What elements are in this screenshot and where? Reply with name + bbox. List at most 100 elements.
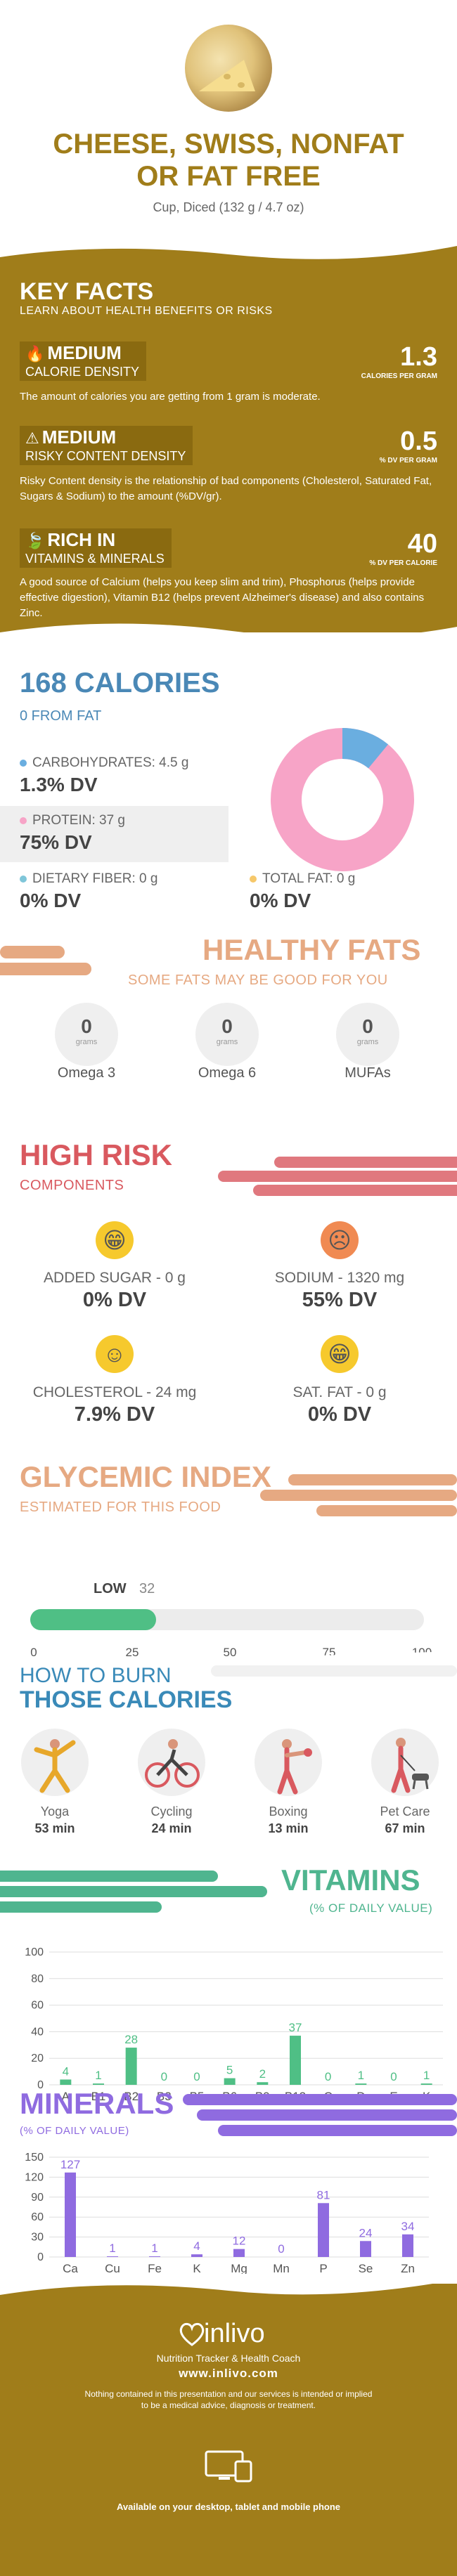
risky-content-unit: % DV PER GRAM [379, 457, 437, 464]
bar-B9 [257, 2082, 269, 2085]
bar-value-label: 1 [151, 2242, 157, 2255]
x-category-label: Zn [401, 2262, 415, 2275]
page-title-line2: OR FAT FREE [136, 161, 321, 192]
fat-dv: 0% DV [250, 890, 311, 911]
bar-K [191, 2254, 202, 2257]
bar-value-label: 1 [358, 2069, 364, 2082]
bar-value-label: 2 [259, 2067, 266, 2081]
bar-value-label: 28 [124, 2033, 138, 2046]
omega6-unit: grams [216, 1038, 238, 1046]
carbs-slice [271, 728, 414, 871]
x-category-label: Mg [231, 2262, 247, 2275]
risky-content-tag: ⚠ MEDIUM RISKY CONTENT DENSITY [20, 426, 193, 465]
warning-icon: ⚠ [25, 429, 39, 447]
pet-care-minutes: 67 min [385, 1821, 425, 1835]
food-photo [185, 25, 272, 112]
x-category-label: P [319, 2262, 327, 2275]
bar-value-label: 0 [325, 2070, 331, 2083]
y-tick-label: 80 [31, 1973, 44, 1985]
calorie-density-value: 1.3 [400, 342, 437, 372]
footer [0, 2284, 457, 2576]
y-tick-label: 0 [37, 2079, 44, 2091]
wave-divider [0, 623, 457, 646]
bar-value-label: 4 [193, 2239, 200, 2253]
boxing-name: Boxing [269, 1804, 308, 1819]
high-risk-subheading: COMPONENTS [20, 1178, 124, 1193]
protein-stat: PROTEIN: 37 g 75% DV [20, 813, 125, 854]
healthy-fats-heading: HEALTHY FATS [202, 933, 421, 966]
mufas-name: MUFAs [345, 1065, 391, 1081]
bar-A [60, 2079, 72, 2085]
bar-value-label: 1 [423, 2069, 430, 2082]
omega3-value: 0 [81, 1015, 92, 1037]
minerals-chart: 0 30 60 90 120 150 127 Ca 1 Cu 1 Fe 4 K 12 Mg 0 Mn 81 P 24 Se… [0, 2150, 457, 2284]
bar-value-label: 12 [233, 2235, 246, 2248]
calorie-density-tag: 🔥 MEDIUM CALORIE DENSITY [20, 341, 147, 381]
yoga-name: Yoga [40, 1804, 70, 1819]
serving-size: Cup, Diced (132 g / 4.7 oz) [153, 200, 304, 214]
risky-content-name: RISKY CONTENT DENSITY [25, 449, 186, 463]
cheese-hole [238, 82, 245, 88]
x-category-label: B1 [91, 2090, 106, 2103]
glycemic-heading: GLYCEMIC INDEX [20, 1460, 271, 1493]
x-category-label: Mn [273, 2262, 290, 2275]
glycemic-level: LOW [94, 1581, 127, 1596]
glycemic-tick: 50 [223, 1646, 237, 1659]
brand-url[interactable]: www.inlivo.com [179, 2367, 278, 2380]
high-risk-heading: HIGH RISK [20, 1138, 173, 1171]
carbs-label: CARBOHYDRATES: 4.5 g [32, 755, 189, 770]
bar-Zn [402, 2234, 413, 2257]
y-tick-label: 100 [25, 1946, 44, 1958]
burn-heading-line2: THOSE CALORIES [20, 1686, 233, 1713]
y-tick-label: 60 [31, 2000, 44, 2012]
vitamins-minerals-value: 40 [407, 529, 437, 559]
happy-face-icon: 😁 [321, 1335, 359, 1373]
calorie-density-name: CALORIE DENSITY [25, 365, 140, 379]
brand-name: inlivo [204, 2319, 265, 2348]
yoga-minutes: 53 min [34, 1821, 75, 1835]
fat-stat: TOTAL FAT: 0 g 0% DV [250, 871, 355, 912]
y-tick-label: 60 [31, 2211, 44, 2223]
glycemic-tick: 25 [125, 1646, 139, 1659]
protein-band [0, 806, 228, 862]
glycemic-fill [30, 1609, 157, 1630]
healthy-fats-subheading: SOME FATS MAY BE GOOD FOR YOU [128, 972, 388, 988]
added-sugar-label: ADDED SUGAR - 0 g [44, 1270, 186, 1286]
glycemic-tick: 0 [30, 1646, 37, 1659]
carbs-dot-icon [20, 759, 27, 767]
header: CHEESE, SWISS, NONFAT OR FAT FREE Cup, D… [0, 0, 457, 239]
burn-heading-line1: HOW TO BURN [20, 1664, 172, 1687]
vitamins-minerals-unit: % DV PER CALORIE [369, 559, 437, 567]
cycling-name: Cycling [150, 1804, 193, 1819]
mufas-circle: 0 grams [336, 1003, 399, 1066]
risky-content-desc: Risky Content density is the relationshi… [20, 475, 432, 502]
decor-stripes [0, 1871, 267, 1913]
omega3-circle: 0 grams [55, 1003, 118, 1066]
bar-B1 [93, 2083, 104, 2085]
sodium-dv: 55% DV [302, 1289, 378, 1311]
y-tick-label: 20 [31, 2053, 44, 2064]
happy-face-icon: 😁 [96, 1221, 134, 1259]
page-title-line1: CHEESE, SWISS, NONFAT [53, 129, 404, 160]
bar-value-label: 34 [401, 2220, 415, 2233]
calorie-density-desc: The amount of calories you are getting f… [20, 391, 321, 403]
bar-B6 [224, 2078, 236, 2085]
y-tick-label: 30 [31, 2232, 44, 2244]
y-tick-label: 40 [31, 2026, 44, 2038]
x-category-label: Ca [63, 2262, 78, 2275]
vitamins-minerals-name: VITAMINS & MINERALS [25, 552, 165, 566]
omega6-name: Omega 6 [198, 1065, 257, 1081]
bar-value-label: 81 [317, 2188, 330, 2201]
flame-icon: 🔥 [25, 345, 45, 363]
boxing-icon [255, 1729, 322, 1796]
disclaimer-line2: to be a medical advice, diagnosis or tre… [141, 2400, 316, 2410]
calories-heading: 168 CALORIES [20, 668, 220, 698]
x-category-label: Se [359, 2262, 373, 2275]
devices-availability: Available on your desktop, tablet and mo… [116, 2502, 341, 2512]
bar-Mg [233, 2249, 245, 2257]
protein-slice [271, 728, 414, 871]
y-tick-label: 120 [25, 2171, 44, 2183]
y-tick-label: 150 [25, 2152, 44, 2164]
sodium-label: SODIUM - 1320 mg [274, 1270, 405, 1286]
protein-dot-icon [20, 817, 27, 824]
